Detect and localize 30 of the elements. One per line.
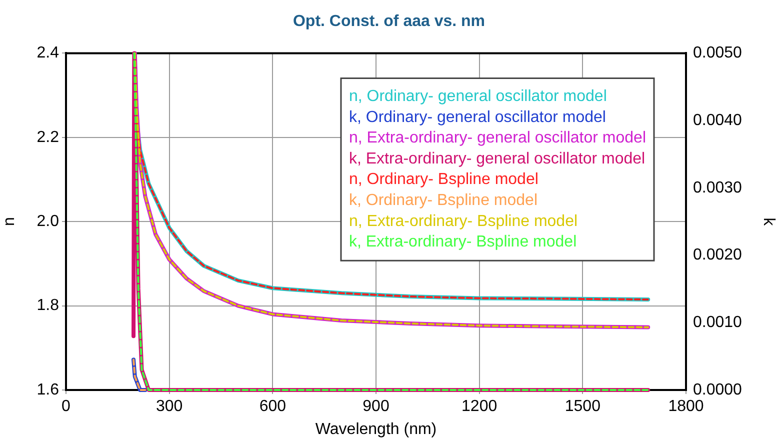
text: k, Ordinary- Bspline model <box>348 192 538 210</box>
x-tick-label: 1200 <box>462 398 498 416</box>
y-tick-label: 2.2 <box>36 128 60 146</box>
y2-tick-label: 0.0030 <box>693 179 742 196</box>
text: n, Extra-ordinary- general oscillator model <box>348 130 646 147</box>
text: k, Extra-ordinary- general oscillator model <box>348 150 646 168</box>
x-axis-title: Wavelength (nm) <box>315 420 437 438</box>
text: n, Ordinary- Bspline model <box>348 171 538 188</box>
y2-tick-label: 0.0040 <box>693 112 742 129</box>
y-tick-label: 2.0 <box>36 213 60 230</box>
y-axis-title: n <box>1 217 18 226</box>
y-tick-label: 1.8 <box>36 297 60 314</box>
x-tick-label: 900 <box>362 398 390 416</box>
y-tick-label: 2.4 <box>36 44 60 62</box>
y2-tick-label: 0.0000 <box>693 381 742 398</box>
x-tick-label: 600 <box>259 398 286 416</box>
y2-tick-label: 0.0010 <box>693 314 742 332</box>
y2-axis-title: k <box>760 218 777 227</box>
x-tick-label: 300 <box>156 398 183 416</box>
y-tick-label: 1.6 <box>36 381 60 398</box>
text: n, Ordinary- general oscillator model <box>348 88 607 106</box>
y2-tick-label: 0.0020 <box>693 246 742 264</box>
text: k, Extra-ordinary- Bspline model <box>348 234 577 251</box>
chart-title: Opt. Const. of aaa vs. nm <box>292 13 486 30</box>
x-tick-label: 1800 <box>668 398 704 416</box>
x-tick-label: 1500 <box>564 398 601 416</box>
x-tick-label: 0 <box>62 398 71 416</box>
y2-tick-label: 0.0050 <box>693 44 742 62</box>
text: k, Ordinary- general oscillator model <box>348 108 606 126</box>
text: n, Extra-ordinary- Bspline model <box>348 212 578 230</box>
